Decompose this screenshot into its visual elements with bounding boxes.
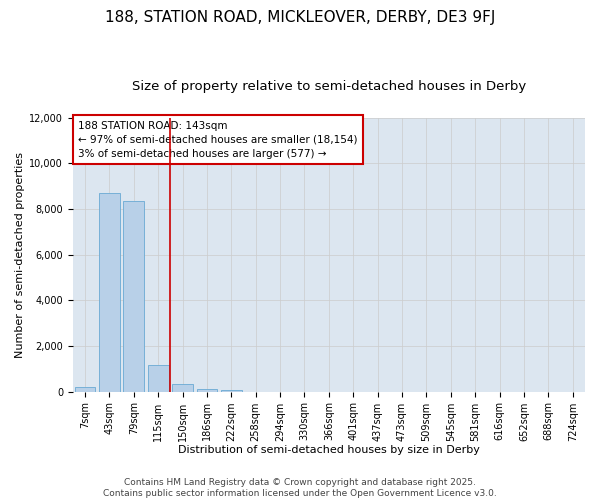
Bar [172,384,193,392]
X-axis label: Distribution of semi-detached houses by size in Derby: Distribution of semi-detached houses by … [178,445,480,455]
Text: 188, STATION ROAD, MICKLEOVER, DERBY, DE3 9FJ: 188, STATION ROAD, MICKLEOVER, DERBY, DE… [105,10,495,25]
Bar [74,387,95,392]
Bar [197,388,217,392]
Bar [99,193,120,392]
Y-axis label: Number of semi-detached properties: Number of semi-detached properties [15,152,25,358]
Title: Size of property relative to semi-detached houses in Derby: Size of property relative to semi-detach… [132,80,526,93]
Bar [148,366,169,392]
Bar [124,201,144,392]
Bar [221,390,242,392]
Text: 188 STATION ROAD: 143sqm
← 97% of semi-detached houses are smaller (18,154)
3% o: 188 STATION ROAD: 143sqm ← 97% of semi-d… [78,120,358,158]
Text: Contains HM Land Registry data © Crown copyright and database right 2025.
Contai: Contains HM Land Registry data © Crown c… [103,478,497,498]
